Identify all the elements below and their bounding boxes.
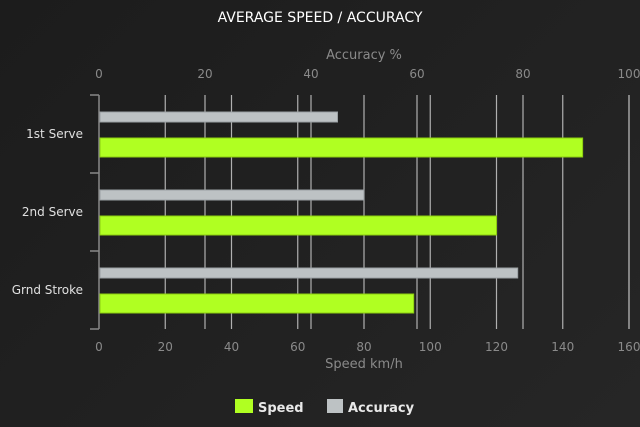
tick-label-bottom: 140 xyxy=(551,340,574,354)
category-label: 1st Serve xyxy=(26,127,83,141)
chart-title: AVERAGE SPEED / ACCURACY xyxy=(218,10,423,26)
bar-speed xyxy=(99,137,584,158)
bar-accuracy xyxy=(99,189,365,201)
axis-label-top: Accuracy % xyxy=(326,48,402,63)
legend-label-speed: Speed xyxy=(258,401,304,416)
category-label: 2nd Serve xyxy=(22,205,83,219)
tick-label-top: 0 xyxy=(95,67,103,81)
legend-label-accuracy: Accuracy xyxy=(348,401,415,416)
tick-label-top: 80 xyxy=(515,67,530,81)
bar-accuracy xyxy=(99,267,519,279)
tick-label-bottom: 0 xyxy=(95,340,103,354)
bar-speed xyxy=(99,215,497,236)
tick-label-bottom: 160 xyxy=(618,340,640,354)
tick-label-bottom: 60 xyxy=(290,340,305,354)
tick-label-bottom: 120 xyxy=(485,340,508,354)
tick-label-bottom: 40 xyxy=(224,340,239,354)
bar-accuracy xyxy=(99,111,338,123)
tick-label-top: 20 xyxy=(197,67,212,81)
tick-label-bottom: 100 xyxy=(419,340,442,354)
tick-label-bottom: 20 xyxy=(158,340,173,354)
bar-speed xyxy=(99,293,415,314)
tick-label-top: 100 xyxy=(618,67,640,81)
tick-label-top: 40 xyxy=(303,67,318,81)
tick-label-bottom: 80 xyxy=(356,340,371,354)
tick-label-top: 60 xyxy=(409,67,424,81)
legend-swatch-speed xyxy=(235,399,253,413)
axis-label-bottom: Speed km/h xyxy=(325,357,403,372)
legend-swatch-accuracy xyxy=(327,399,343,413)
category-label: Grnd Stroke xyxy=(12,283,83,297)
